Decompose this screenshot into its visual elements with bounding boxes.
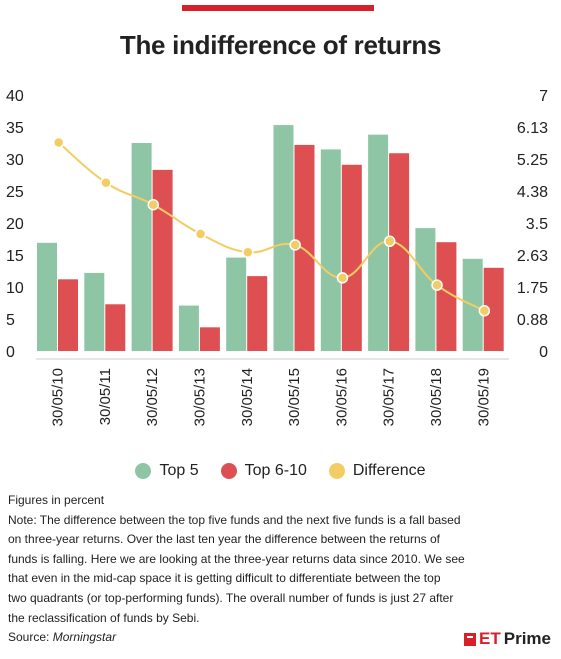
y-right-tick-label: 5.25 — [517, 152, 548, 169]
logo-prime-text: Prime — [503, 629, 551, 648]
bar-line-chart: 40 35 30 25 20 15 10 5 0 7 6.13 5.25 4.38 3.5 2.63 1.75… — [6, 88, 548, 426]
figures-note: Figures in percent — [8, 493, 105, 507]
y-left-tick-label: 40 — [6, 88, 24, 105]
top-accent-bar — [182, 5, 374, 11]
bar-top6-10 — [483, 267, 504, 351]
difference-point — [384, 235, 396, 248]
legend-label-top6-10: Top 6-10 — [244, 462, 307, 479]
difference-point — [52, 136, 65, 149]
bar-top6-10 — [389, 153, 410, 351]
y-left-tick-label: 10 — [6, 280, 24, 297]
bar-top6-10 — [152, 169, 173, 351]
bar-top6-10 — [247, 276, 268, 351]
bar-top5 — [320, 149, 341, 351]
chart-legend: Top 5 Top 6-10 Difference — [0, 462, 561, 480]
difference-point — [147, 198, 159, 211]
bar-top5 — [131, 143, 152, 351]
y-right-tick-label: 2.63 — [517, 248, 548, 265]
x-tick-label: 30/05/15 — [286, 368, 303, 426]
legend-swatch-top5 — [135, 463, 152, 479]
y-left-tick-label: 5 — [6, 312, 15, 329]
logo-et-text: ET — [479, 629, 501, 648]
y-left-tick-label: 20 — [6, 216, 24, 233]
difference-point — [194, 228, 207, 240]
x-tick-label: 30/05/14 — [239, 368, 256, 426]
y-left-tick-label: 35 — [6, 120, 24, 137]
source-label: Source: — [8, 630, 50, 645]
y-right-tick-label: 0 — [539, 344, 548, 361]
source-line: Source: Morningstar — [8, 628, 556, 648]
note-line-6: the reclassification of funds by Sebi. — [8, 610, 200, 625]
bar-top5 — [37, 242, 57, 351]
y-right-tick-label: 3.5 — [526, 216, 548, 233]
legend-swatch-top6-10 — [220, 463, 237, 479]
legend-swatch-difference — [328, 463, 345, 479]
bar-top5 — [368, 134, 389, 351]
bar-top5 — [178, 305, 199, 351]
bar-top6-10 — [105, 304, 126, 351]
etprime-logo-mark — [464, 632, 477, 646]
bar-top6-10 — [294, 144, 315, 351]
x-tick-label: 30/05/17 — [381, 368, 398, 426]
note-line-2: on three-year returns. Over the last ten… — [8, 532, 441, 547]
y-left-tick-label: 25 — [6, 184, 24, 201]
x-tick-label: 30/05/19 — [475, 368, 492, 426]
x-tick-label: 30/05/13 — [192, 368, 209, 426]
y-left-tick-label: 0 — [6, 344, 15, 361]
difference-line — [58, 141, 485, 312]
y-right-tick-label: 0.88 — [517, 312, 548, 329]
y-right-tick-label: 7 — [539, 88, 548, 105]
bar-top5 — [273, 125, 294, 351]
legend-item-top6-10[interactable]: Top 6-10 — [220, 462, 307, 480]
difference-point — [336, 272, 349, 284]
note-line-5: two quadrants (or top-performing funds).… — [8, 590, 454, 605]
difference-point — [431, 279, 443, 291]
chart-title: The indifference of returns — [119, 30, 442, 60]
note-line-1: Note: The difference between the top fiv… — [8, 512, 461, 527]
bar-top5 — [84, 272, 105, 351]
y-right-tick-label: 6.13 — [517, 120, 548, 137]
y-right-tick-label: 4.38 — [517, 184, 548, 201]
etprime-logo: ET Prime — [464, 629, 551, 649]
bar-top6-10 — [58, 279, 78, 351]
note-line-4: that even in the mid-cap space it is get… — [8, 571, 441, 586]
x-tick-label: 30/05/16 — [333, 368, 350, 426]
legend-item-difference[interactable]: Difference — [328, 462, 426, 480]
difference-point — [289, 239, 301, 251]
bar-top6-10 — [341, 164, 362, 351]
legend-label-difference: Difference — [352, 462, 426, 479]
bar-top6-10 — [199, 327, 220, 351]
legend-label-top5: Top 5 — [159, 462, 199, 479]
difference-point — [100, 177, 112, 189]
x-tick-label: 30/05/10 — [50, 368, 67, 426]
bar-top5 — [226, 257, 247, 351]
y-left-tick-label: 15 — [6, 248, 24, 265]
y-left-tick-label: 30 — [6, 152, 24, 169]
x-tick-label: 30/05/18 — [428, 368, 445, 426]
source-name: Morningstar — [52, 630, 117, 645]
x-tick-label: 30/05/12 — [144, 368, 161, 426]
bar-top6-10 — [436, 242, 457, 351]
note-line-3: funds is falling. Here we are looking at… — [8, 551, 465, 566]
difference-point — [478, 305, 491, 317]
x-tick-label: 30/05/11 — [97, 368, 114, 425]
y-right-tick-label: 1.75 — [517, 280, 548, 297]
bar-top5 — [415, 228, 436, 351]
chart-footer: Figures in percent Note: The difference … — [8, 491, 556, 648]
difference-point — [242, 246, 254, 259]
legend-item-top5[interactable]: Top 5 — [135, 462, 199, 480]
